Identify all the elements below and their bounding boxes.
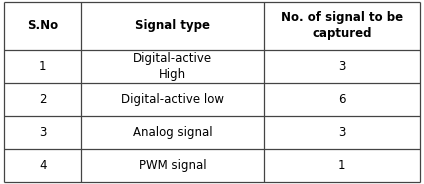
Text: Digital-active low: Digital-active low	[121, 93, 224, 106]
Text: 1: 1	[39, 60, 46, 73]
Text: 4: 4	[39, 159, 46, 172]
Text: 1: 1	[338, 159, 346, 172]
Text: Analog signal: Analog signal	[133, 126, 212, 139]
Text: 3: 3	[338, 60, 346, 73]
Text: Signal type: Signal type	[135, 19, 210, 32]
Text: 3: 3	[39, 126, 46, 139]
Text: Digital-active
High: Digital-active High	[133, 52, 212, 81]
Text: S.No: S.No	[27, 19, 58, 32]
Text: 6: 6	[338, 93, 346, 106]
Text: PWM signal: PWM signal	[139, 159, 206, 172]
Text: 2: 2	[39, 93, 46, 106]
Text: 3: 3	[338, 126, 346, 139]
Text: No. of signal to be
captured: No. of signal to be captured	[281, 11, 403, 40]
